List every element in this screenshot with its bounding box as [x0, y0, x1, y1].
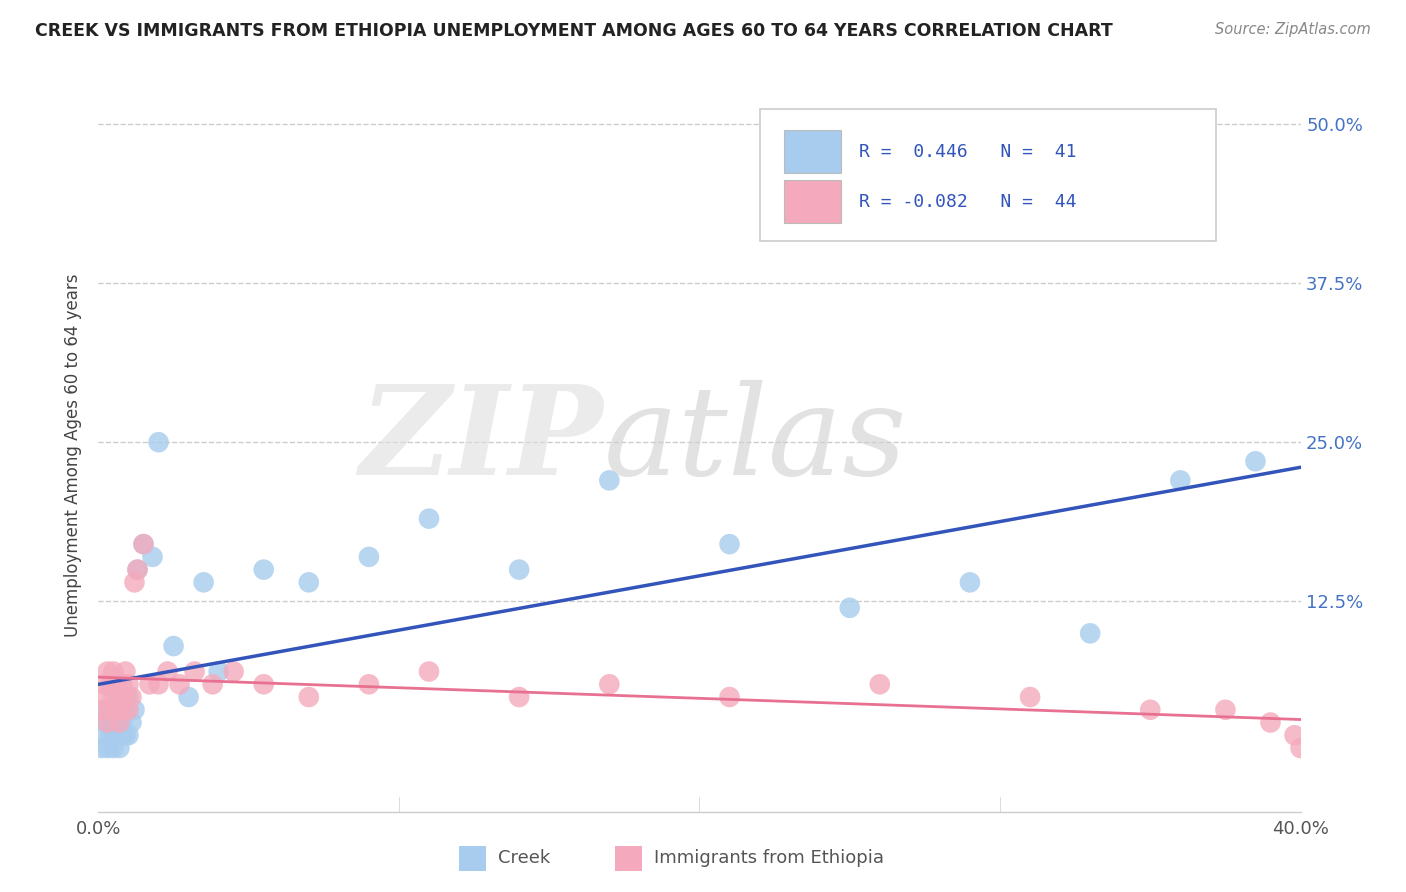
Point — [90, 741, 112, 756]
Text: Creek: Creek — [498, 849, 550, 867]
Point — [105, 677, 128, 691]
Point — [121, 715, 143, 730]
Point — [103, 690, 125, 704]
Point — [100, 715, 122, 730]
Point — [156, 665, 179, 679]
Point — [108, 690, 131, 704]
Point — [96, 715, 118, 730]
Point — [117, 703, 139, 717]
Point — [105, 728, 128, 742]
Point — [162, 639, 184, 653]
Point — [193, 575, 215, 590]
Point — [90, 703, 112, 717]
FancyBboxPatch shape — [458, 846, 485, 871]
Point — [222, 665, 245, 679]
Point — [183, 665, 205, 679]
Point — [111, 728, 134, 742]
Point — [1078, 626, 1101, 640]
FancyBboxPatch shape — [783, 130, 841, 173]
Point — [298, 690, 321, 704]
Point — [1244, 454, 1267, 468]
Point — [108, 741, 131, 756]
Point — [138, 677, 160, 691]
Point — [148, 677, 170, 691]
Point — [598, 677, 620, 691]
Point — [96, 741, 118, 756]
Point — [117, 728, 139, 742]
Point — [124, 575, 146, 590]
Point — [111, 677, 134, 691]
Point — [253, 677, 276, 691]
FancyBboxPatch shape — [783, 180, 841, 223]
Point — [93, 728, 115, 742]
Point — [124, 703, 146, 717]
Point — [1260, 715, 1282, 730]
Point — [100, 677, 122, 691]
Point — [100, 703, 122, 717]
Point — [357, 549, 380, 564]
Point — [111, 715, 134, 730]
FancyBboxPatch shape — [616, 846, 641, 871]
Point — [1289, 741, 1312, 756]
Point — [1019, 690, 1042, 704]
Point — [1215, 703, 1237, 717]
Point — [96, 665, 118, 679]
Point — [418, 665, 440, 679]
Point — [100, 728, 122, 742]
Point — [114, 703, 136, 717]
Text: CREEK VS IMMIGRANTS FROM ETHIOPIA UNEMPLOYMENT AMONG AGES 60 TO 64 YEARS CORRELA: CREEK VS IMMIGRANTS FROM ETHIOPIA UNEMPL… — [35, 22, 1114, 40]
Point — [96, 703, 118, 717]
Point — [357, 677, 380, 691]
Point — [869, 677, 891, 691]
Point — [127, 563, 149, 577]
Text: Source: ZipAtlas.com: Source: ZipAtlas.com — [1215, 22, 1371, 37]
Point — [1139, 703, 1161, 717]
Point — [298, 575, 321, 590]
Point — [117, 690, 139, 704]
Y-axis label: Unemployment Among Ages 60 to 64 years: Unemployment Among Ages 60 to 64 years — [65, 273, 83, 637]
Point — [132, 537, 155, 551]
Point — [1170, 474, 1192, 488]
Point — [718, 537, 741, 551]
Point — [105, 703, 128, 717]
Point — [121, 690, 143, 704]
Point — [117, 677, 139, 691]
Point — [105, 715, 128, 730]
Text: ZIP: ZIP — [360, 380, 603, 501]
Point — [114, 690, 136, 704]
Point — [132, 537, 155, 551]
Point — [838, 600, 860, 615]
Point — [114, 665, 136, 679]
Point — [93, 715, 115, 730]
Point — [108, 715, 131, 730]
Point — [598, 474, 620, 488]
Point — [418, 511, 440, 525]
Point — [959, 575, 981, 590]
Point — [1284, 728, 1306, 742]
Point — [103, 703, 125, 717]
Text: Immigrants from Ethiopia: Immigrants from Ethiopia — [654, 849, 884, 867]
Point — [111, 703, 134, 717]
Point — [208, 665, 231, 679]
Text: atlas: atlas — [603, 380, 907, 501]
Point — [508, 563, 530, 577]
Text: R = -0.082   N =  44: R = -0.082 N = 44 — [859, 193, 1077, 211]
FancyBboxPatch shape — [759, 109, 1216, 241]
Point — [141, 549, 163, 564]
Point — [103, 741, 125, 756]
Point — [103, 665, 125, 679]
Point — [169, 677, 191, 691]
Point — [114, 728, 136, 742]
Point — [93, 690, 115, 704]
Point — [148, 435, 170, 450]
Point — [108, 690, 131, 704]
Text: R =  0.446   N =  41: R = 0.446 N = 41 — [859, 143, 1077, 161]
Point — [93, 677, 115, 691]
Point — [177, 690, 200, 704]
Point — [127, 563, 149, 577]
Point — [508, 690, 530, 704]
Point — [253, 563, 276, 577]
Point — [718, 690, 741, 704]
Point — [201, 677, 224, 691]
